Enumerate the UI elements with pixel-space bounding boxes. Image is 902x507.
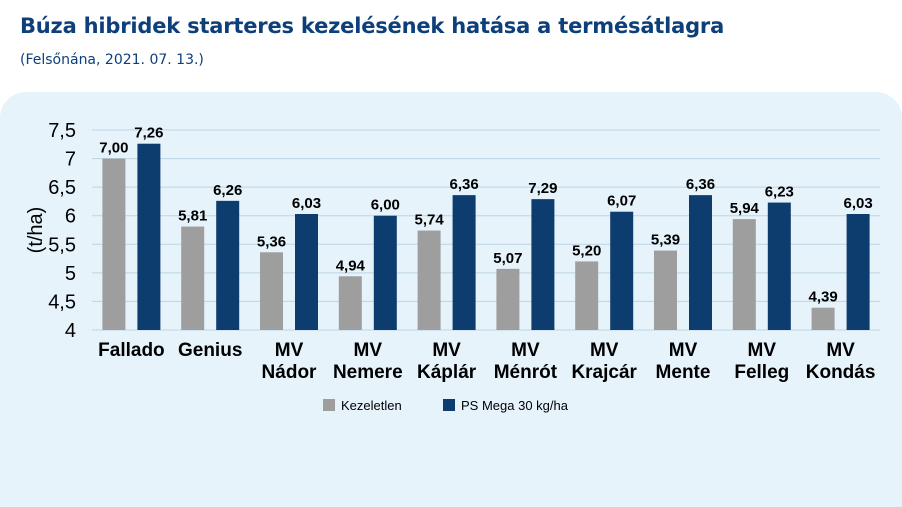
x-tick-label: Fallado (98, 340, 165, 361)
y-tick-label: 4 (65, 320, 76, 342)
data-label: 6,36 (449, 176, 478, 193)
data-label: 6,36 (686, 176, 715, 193)
data-label: 5,20 (572, 242, 601, 259)
bar-ps-mega (137, 143, 161, 330)
bar-ps-mega (531, 199, 555, 330)
data-label: 4,39 (808, 289, 837, 306)
bar-ps-mega (689, 195, 712, 330)
x-tick-label: MV (511, 340, 540, 361)
bar-kezeletlen (181, 226, 205, 330)
x-tick-label: Nádor (262, 362, 318, 383)
y-tick-label: 4,5 (48, 291, 76, 313)
bar-kezeletlen (732, 219, 756, 330)
x-tick-label: Nemere (333, 362, 403, 383)
x-tick-label: Genius (178, 340, 242, 361)
data-label: 5,07 (493, 250, 522, 267)
bar-ps-mega (846, 214, 870, 330)
data-label: 6,26 (213, 182, 242, 199)
bar-kezeletlen (417, 230, 441, 330)
legend-swatch (443, 399, 455, 411)
bar-ps-mega (610, 211, 634, 330)
x-tick-label: Ménrót (494, 362, 558, 383)
x-tick-label: MV (354, 340, 383, 361)
bar-ps-mega (452, 195, 476, 330)
x-tick-label: MV (275, 340, 304, 361)
y-tick-label: 7 (65, 149, 76, 171)
bar-kezeletlen (102, 158, 126, 330)
data-label: 5,94 (730, 200, 760, 217)
x-tick-label: MV (669, 340, 698, 361)
bar-ps-mega (216, 200, 240, 330)
data-label: 5,36 (257, 233, 286, 250)
bar-ps-mega (373, 215, 397, 330)
x-tick-label: MV (432, 340, 461, 361)
x-tick-label: Káplár (417, 362, 477, 383)
x-tick-label: MV (826, 340, 855, 361)
data-label: 5,81 (178, 208, 207, 225)
data-label: 7,29 (528, 180, 557, 197)
data-label: 7,00 (99, 140, 128, 157)
bar-kezeletlen (260, 252, 283, 330)
bar-kezeletlen (654, 250, 677, 330)
bar-ps-mega (295, 214, 318, 330)
y-tick-label: 7,5 (48, 120, 76, 142)
y-axis-label: (t/ha) (25, 207, 47, 254)
x-tick-label: Krajcár (571, 362, 637, 383)
legend-swatch (323, 399, 335, 411)
data-label: 7,26 (134, 125, 163, 142)
data-label: 5,74 (414, 212, 444, 229)
data-label: 6,00 (371, 197, 400, 214)
bar-kezeletlen (496, 268, 520, 330)
y-tick-label: 6 (65, 206, 76, 228)
data-label: 4,94 (336, 257, 366, 274)
bar-kezeletlen (338, 276, 362, 330)
y-tick-label: 5 (65, 263, 76, 285)
y-tick-label: 5,5 (48, 234, 76, 256)
data-label: 6,03 (292, 195, 321, 212)
x-tick-label: Mente (656, 362, 711, 383)
bar-kezeletlen (575, 261, 599, 330)
chart-title: Búza hibridek starteres kezelésének hatá… (20, 14, 725, 38)
x-tick-label: MV (748, 340, 777, 361)
x-tick-label: Felleg (734, 362, 789, 383)
legend-label: PS Mega 30 kg/ha (461, 398, 569, 413)
x-tick-label: MV (590, 340, 619, 361)
legend-label: Kezeletlen (341, 398, 402, 413)
data-label: 6,07 (607, 193, 636, 210)
data-label: 6,23 (765, 184, 794, 201)
data-label: 5,39 (651, 232, 680, 249)
x-tick-label: Kondás (806, 362, 876, 383)
bar-kezeletlen (811, 307, 835, 330)
y-tick-label: 6,5 (48, 177, 76, 199)
data-label: 6,03 (843, 195, 872, 212)
bar-ps-mega (767, 202, 791, 330)
chart-subtitle: (Felsőnána, 2021. 07. 13.) (20, 52, 204, 68)
